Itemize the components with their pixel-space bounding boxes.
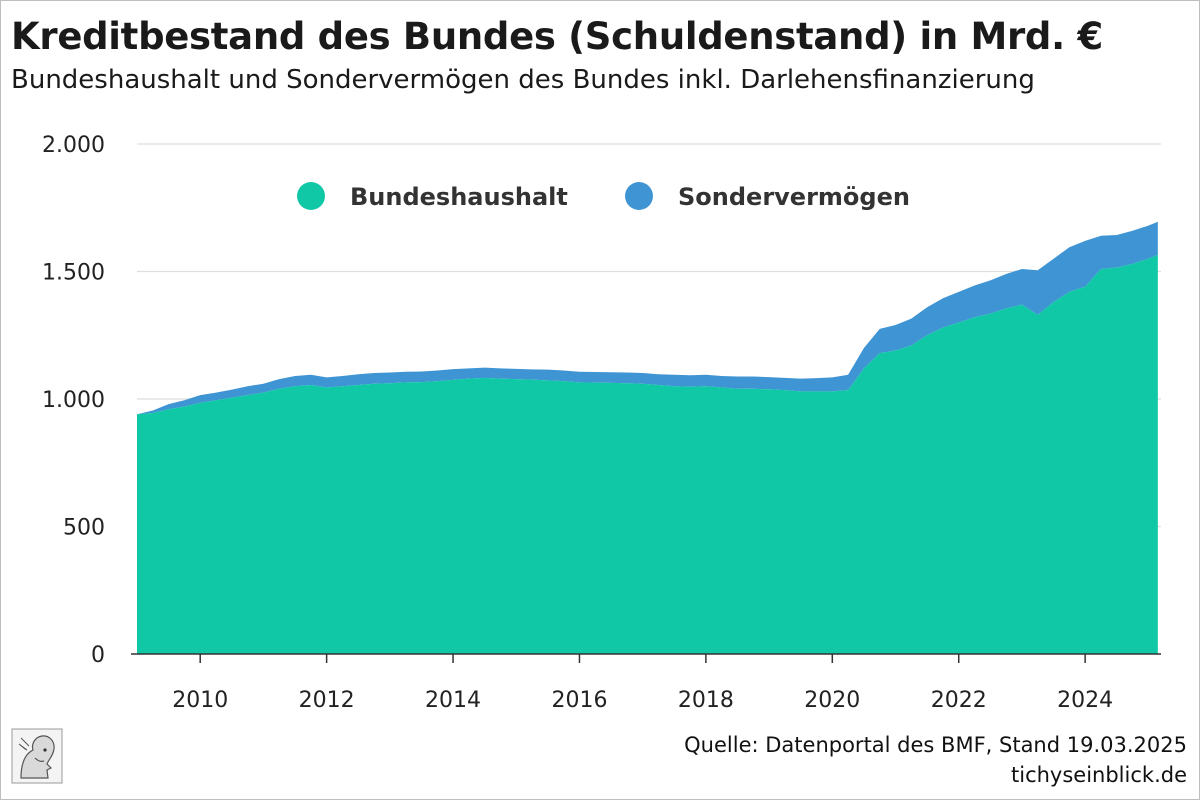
x-tick-label-2016: 2016: [551, 688, 607, 713]
legend-marker-bundeshaushalt: [297, 182, 325, 210]
chart-subtitle: Bundeshaushalt und Sondervermögen des Bu…: [11, 65, 1035, 95]
source-note: Quelle: Datenportal des BMF, Stand 19.03…: [684, 733, 1187, 757]
x-tick-label-2012: 2012: [299, 688, 355, 713]
series-area-bundeshaushalt: [137, 254, 1158, 655]
x-tick-label-2020: 2020: [804, 688, 860, 713]
x-tick-label-2022: 2022: [931, 688, 987, 713]
legend-label-sondervermoegen: Sondervermögen: [678, 183, 910, 211]
y-tick-label-1500: 1.500: [42, 261, 105, 286]
series-area-sondervermoegen: [137, 221, 1158, 415]
x-tick-label-2024: 2024: [1057, 688, 1113, 713]
x-tick-label-2010: 2010: [172, 688, 228, 713]
y-tick-label-1000: 1.000: [42, 388, 105, 413]
y-tick-label-500: 500: [63, 516, 105, 541]
site-name: tichyseinblick.de: [1011, 763, 1187, 787]
hermes-head-logo-icon: [11, 728, 63, 784]
y-tick-label-2000: 2.000: [42, 133, 105, 158]
x-tick-label-2018: 2018: [678, 688, 734, 713]
y-tick-label-0: 0: [91, 643, 105, 668]
legend-label-bundeshaushalt: Bundeshaushalt: [350, 183, 568, 211]
x-tick-label-2014: 2014: [425, 688, 481, 713]
chart-title: Kreditbestand des Bundes (Schuldenstand)…: [11, 15, 1103, 58]
legend-marker-sondervermoegen: [625, 182, 653, 210]
